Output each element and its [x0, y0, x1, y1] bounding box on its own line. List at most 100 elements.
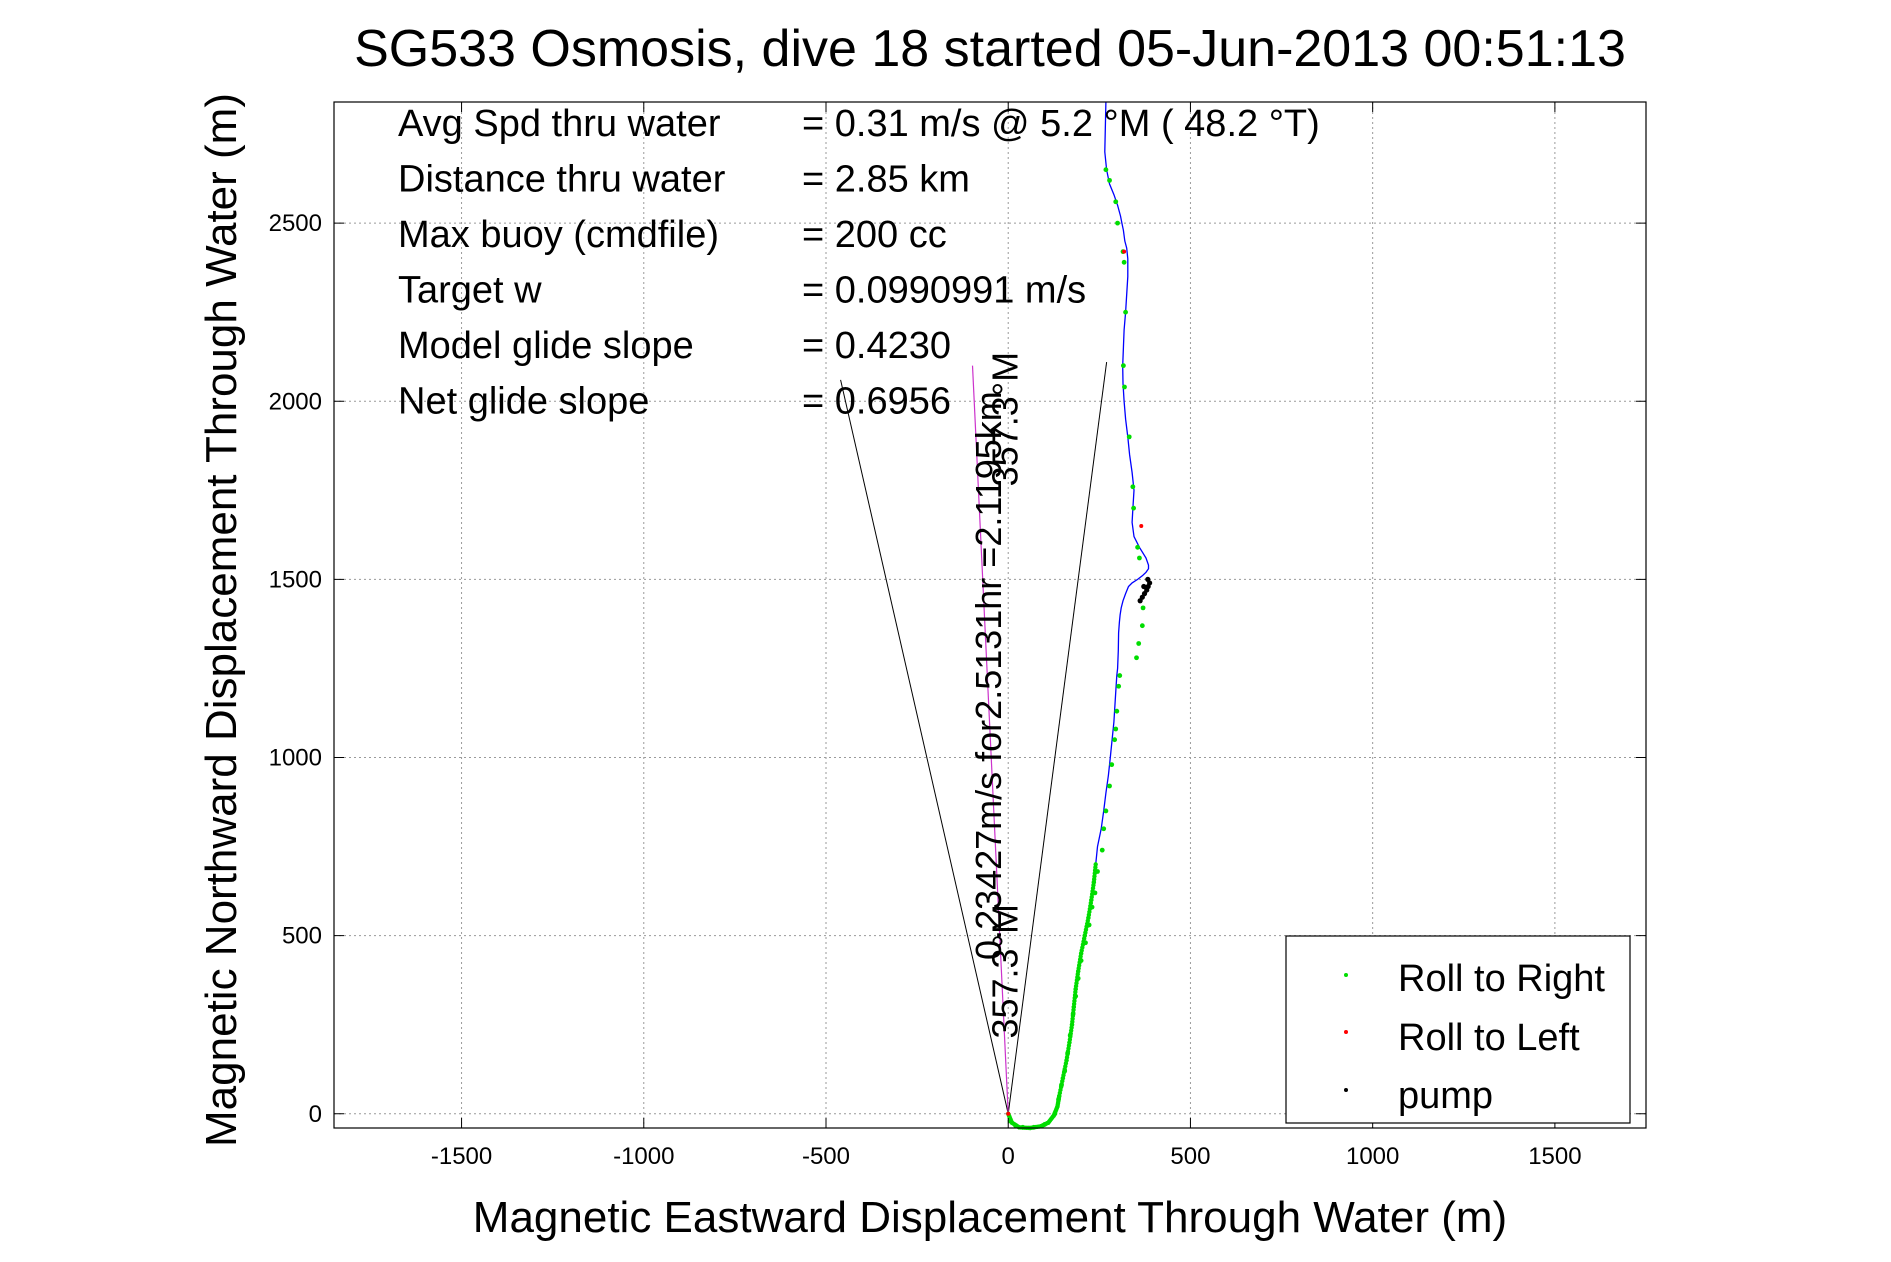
x-tick-label: -1000 [613, 1143, 674, 1170]
roll-right-point [1140, 605, 1146, 611]
grid-lines [334, 102, 1646, 1128]
stat-value: = 0.4230 [802, 325, 951, 367]
roll-right-point [1062, 1068, 1068, 1074]
y-axis-label: Magnetic Northward Displacement Through … [197, 93, 246, 1147]
legend-label-pump: pump [1398, 1075, 1493, 1117]
stats-block: Avg Spd thru water = 0.31 m/s @ 5.2 °M ( … [398, 103, 1320, 423]
cone-right-line [1007, 361, 1108, 1114]
roll-right-point [1103, 808, 1109, 814]
roll-right-point [1093, 862, 1098, 867]
roll-right-point [1114, 708, 1120, 714]
roll-right-point [1089, 904, 1095, 910]
y-tick-label: 500 [282, 923, 322, 950]
roll-right-point [1067, 1032, 1073, 1038]
annotation-text: 0.23427m/s for2.5131hr =2.1195km [968, 391, 1009, 960]
legend-marker-roll-left [1344, 1030, 1348, 1034]
roll-right-point [1013, 1123, 1018, 1128]
roll-right-point [1126, 434, 1132, 440]
stat-value: = 200 cc [802, 214, 947, 256]
roll-right-point [1083, 940, 1088, 946]
stat-value: = 0.31 m/s @ 5.2 °M ( 48.2 °T) [802, 103, 1320, 145]
roll-right-point [1086, 922, 1092, 928]
roll-right-point [1123, 309, 1128, 315]
roll-right-point [1130, 484, 1136, 490]
x-tick-label: 1000 [1346, 1143, 1399, 1170]
roll-right-point [1103, 167, 1109, 173]
roll-right-point [1115, 220, 1120, 226]
legend: Roll to Right Roll to Left pump [1285, 935, 1631, 1124]
roll-right-point [1092, 890, 1098, 896]
legend-label-roll-right: Roll to Right [1398, 958, 1605, 1000]
stat-label: Distance thru water [398, 159, 726, 201]
x-axis-label: Magnetic Eastward Displacement Through W… [473, 1193, 1507, 1242]
roll-right-point [1107, 783, 1112, 789]
roll-right-point [1137, 555, 1142, 561]
roll-right-point [1056, 1097, 1061, 1102]
roll-right-point [1042, 1122, 1048, 1127]
roll-points [1006, 167, 1153, 1131]
stat-label: Target w [398, 270, 542, 312]
stat-value: = 0.0990991 m/s [802, 270, 1086, 312]
roll-left-point [1139, 523, 1144, 528]
roll-right-point [1095, 869, 1100, 874]
legend-marker-roll-right [1344, 973, 1348, 977]
legend-marker-pump [1344, 1088, 1348, 1092]
roll-right-point [1116, 683, 1122, 689]
annotation-text: 357.3°M [984, 904, 1025, 1038]
roll-right-point [1059, 1082, 1064, 1088]
pump-point [1145, 576, 1151, 582]
y-tick-label: 2500 [269, 210, 322, 237]
axis-ticks: -1500 -1000 -500 0 500 1000 1500 0 500 1000 1500 20… [269, 102, 1646, 1170]
heading-line [971, 365, 1009, 1114]
roll-left-point [1006, 1111, 1011, 1116]
roll-right-point [1078, 958, 1084, 963]
x-tick-label: -500 [802, 1143, 850, 1170]
roll-right-point [1134, 655, 1139, 661]
stat-label: Max buoy (cmdfile) [398, 214, 719, 256]
stat-label: Model glide slope [398, 325, 694, 367]
cone-left-line [840, 379, 1009, 1114]
glide-cone [840, 361, 1108, 1114]
roll-right-point [1109, 762, 1115, 768]
x-tick-label: 1500 [1528, 1143, 1581, 1170]
roll-right-point [1131, 505, 1136, 511]
roll-right-point [1065, 1050, 1071, 1056]
y-tick-label: 1000 [269, 745, 322, 772]
roll-right-point [1070, 1011, 1076, 1017]
roll-right-point [1007, 1118, 1013, 1124]
roll-right-point [1052, 1111, 1058, 1117]
stat-label: Avg Spd thru water [398, 103, 721, 145]
x-tick-label: -1500 [431, 1143, 492, 1170]
legend-label-roll-left: Roll to Left [1398, 1017, 1580, 1059]
roll-right-point [1113, 726, 1119, 732]
y-tick-label: 0 [309, 1101, 322, 1128]
x-tick-label: 500 [1170, 1143, 1210, 1170]
stat-label: Net glide slope [398, 381, 649, 423]
roll-right-point [1121, 259, 1127, 265]
roll-right-point [1099, 847, 1105, 853]
stat-value: = 2.85 km [802, 159, 970, 201]
roll-right-point [1107, 177, 1112, 183]
roll-right-point [1122, 384, 1127, 390]
roll-right-point [1101, 826, 1107, 832]
roll-left-point [1122, 249, 1127, 254]
pump-point [1141, 583, 1147, 590]
y-tick-label: 2000 [269, 388, 322, 415]
plot-frame [333, 101, 1647, 1129]
roll-right-point [1112, 737, 1118, 743]
roll-right-point [1139, 623, 1145, 629]
roll-right-point [1020, 1124, 1026, 1130]
roll-right-point [1075, 975, 1081, 981]
chart-title: SG533 Osmosis, dive 18 started 05-Jun-20… [354, 20, 1626, 78]
stat-value: = 0.6956 [802, 381, 951, 423]
roll-right-point [1136, 641, 1142, 646]
roll-right-point [1031, 1124, 1037, 1130]
y-tick-label: 1500 [269, 566, 322, 593]
roll-right-point [1073, 993, 1079, 999]
roll-right-point [1135, 544, 1140, 550]
roll-right-point [1120, 363, 1126, 369]
heading-series-line [971, 365, 1009, 1114]
roll-right-point [1117, 673, 1123, 678]
